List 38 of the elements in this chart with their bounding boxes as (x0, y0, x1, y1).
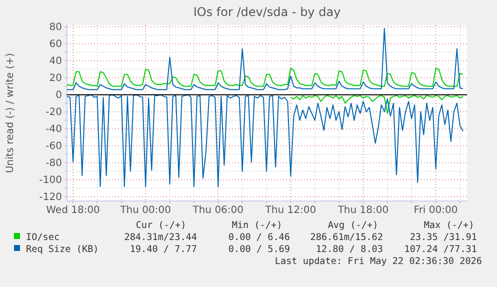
text: 0.00 / 6.46 (228, 232, 290, 243)
x-tick-label: Thu 18:00 (336, 205, 389, 216)
y-tick-label: -80 (46, 158, 62, 170)
y-tick-label: 20 (49, 73, 62, 84)
x-tick-label: Thu 00:00 (119, 205, 171, 216)
y-axis-title: Units read (-) / write (+) (5, 52, 16, 174)
text: 19.40 / 7.77 (130, 244, 197, 255)
x-tick-label: Wed 18:00 (46, 205, 100, 216)
line-series (66, 28, 464, 90)
x-tick-label: Thu 12:00 (264, 205, 316, 216)
line-series (290, 95, 464, 114)
text: 286.61m/15.62 (310, 232, 383, 243)
text: Max (-/+) (424, 220, 474, 231)
text: 107.24 /77.31 (404, 244, 477, 255)
y-tick-label: 0 (56, 90, 62, 102)
y-tick-label: 40 (49, 56, 62, 68)
line-series (66, 94, 464, 188)
x-tick-label: Thu 06:00 (192, 205, 244, 216)
y-tick-label: -20 (46, 107, 62, 118)
y-tick-label: -60 (46, 141, 62, 152)
text: Avg (-/+) (328, 220, 378, 231)
legend-label: IO/sec (26, 232, 60, 243)
text: 0.00 / 5.69 (228, 244, 290, 255)
text: Min (-/+) (232, 220, 282, 231)
y-tick-label: 60 (49, 39, 62, 50)
x-tick-label: Fri 00:00 (414, 205, 458, 216)
text: 12.80 / 8.03 (316, 244, 383, 255)
line-series (66, 68, 464, 87)
y-tick-label: -100 (39, 175, 62, 186)
y-tick-label: -120 (39, 192, 62, 204)
chart-title: IOs for /dev/sda - by day (193, 5, 341, 19)
text: 284.31m/23.44 (124, 232, 198, 243)
y-tick-label: 80 (49, 22, 62, 34)
y-tick-label: -40 (46, 124, 62, 136)
text: 23.35 /31.91 (410, 232, 477, 243)
legend-label: Req Size (KB) (26, 244, 99, 255)
text: Last update: Fri May 22 02:36:30 2026 (274, 256, 482, 267)
text: Cur (-/+) (136, 220, 186, 231)
